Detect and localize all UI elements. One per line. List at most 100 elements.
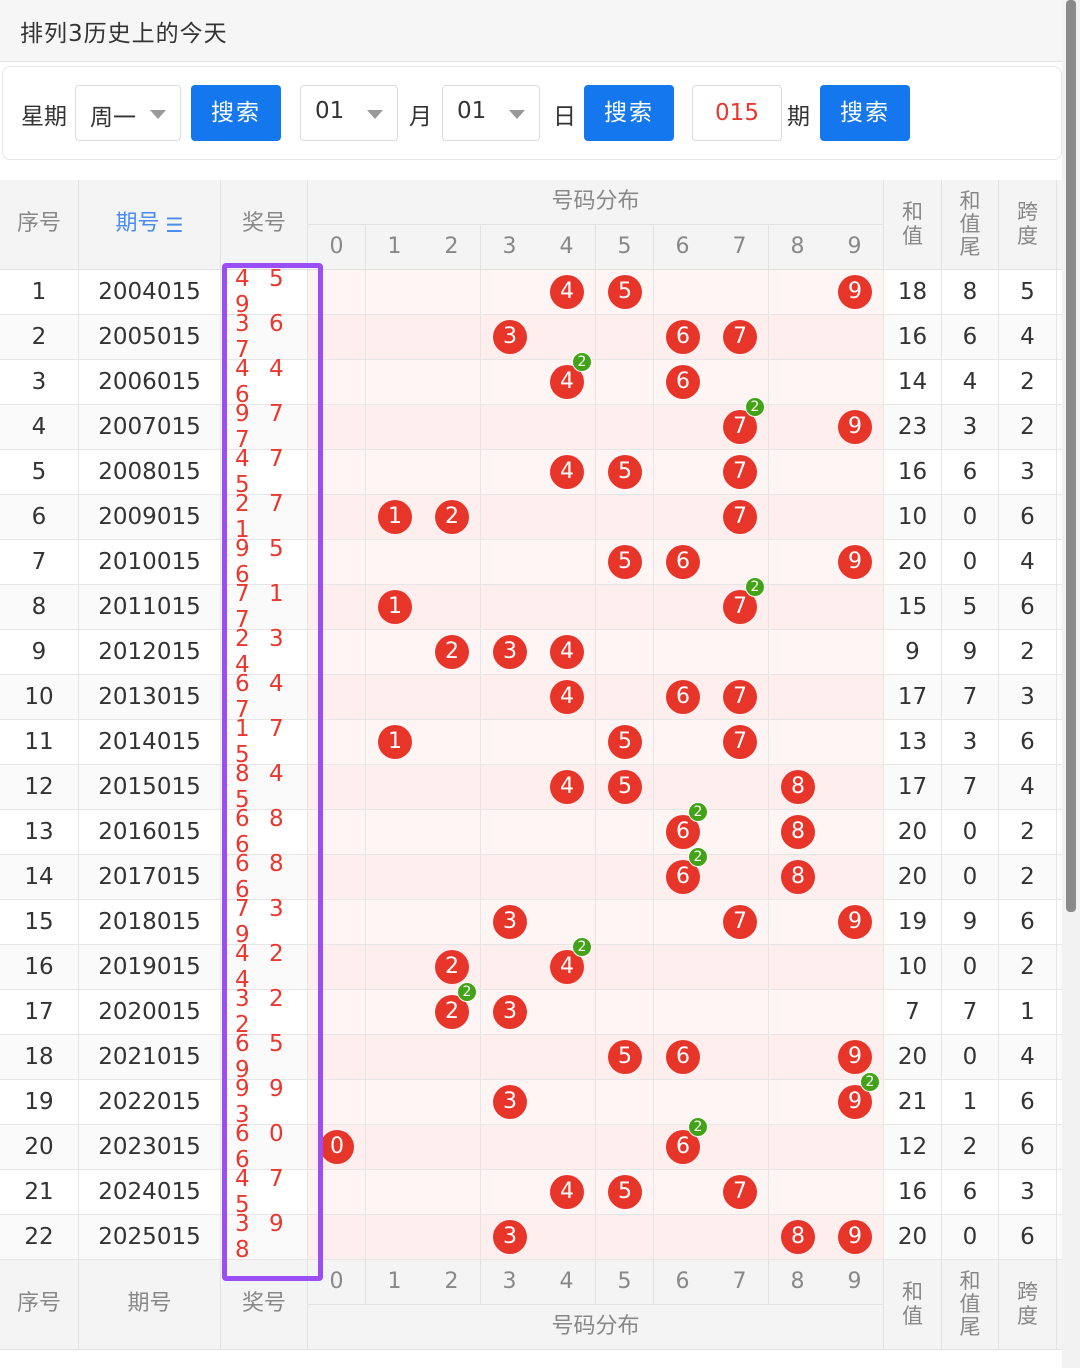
digit-cell [308, 990, 366, 1035]
row-draw-number: 9 7 7 [221, 401, 308, 453]
digit-cell [423, 1215, 481, 1260]
day-select[interactable]: 01 [442, 85, 540, 141]
digit-cell [481, 540, 539, 585]
number-ball: 8 [781, 770, 815, 804]
digit-header: 1 [366, 225, 424, 270]
number-ball: 1 [378, 725, 412, 759]
period-header[interactable]: 期号 ☰ [79, 180, 221, 270]
row-span: 6 [999, 1080, 1057, 1125]
search-period-button[interactable]: 搜索 [820, 85, 910, 141]
row-sum: 7 [884, 990, 942, 1035]
table-row: 15 2018015 7 3 9 3 7 9 19 9 6 [0, 896, 1062, 948]
digit-cell [423, 1080, 481, 1125]
digit-header: 4 [538, 225, 596, 270]
digit-cell [308, 450, 366, 495]
digit-cell [769, 630, 827, 675]
row-draw-number: 6 8 6 [221, 851, 308, 903]
sort-icon[interactable]: ☰ [165, 212, 184, 237]
number-ball: 8 [781, 815, 815, 849]
scrollbar-thumb[interactable] [1066, 0, 1076, 912]
table-row: 18 2021015 6 5 9 5 6 9 20 0 4 [0, 1031, 1062, 1083]
digit-cell [308, 360, 366, 405]
row-span: 2 [999, 360, 1057, 405]
row-span: 3 [999, 1170, 1057, 1215]
digit-cell [366, 450, 424, 495]
row-index: 19 [0, 1080, 79, 1125]
table-row: 1 2004015 4 5 9 4 5 9 18 8 5 [0, 266, 1062, 318]
row-span: 5 [999, 270, 1057, 315]
row-extra [1057, 720, 1062, 765]
digit-cell [366, 315, 424, 360]
digit-cell [481, 1170, 539, 1215]
day-value: 01 [457, 98, 487, 124]
digit-cell [769, 450, 827, 495]
digit-cell [481, 1035, 539, 1080]
digit-cell [366, 990, 424, 1035]
row-draw-number: 3 9 8 [221, 1211, 308, 1263]
month-label: 月 [409, 104, 432, 130]
digit-header: 6 [654, 225, 712, 270]
search-weekday-button[interactable]: 搜索 [191, 85, 281, 141]
row-sum-tail: 3 [942, 720, 999, 765]
chevron-down-icon [150, 110, 166, 119]
digit-header: 9 [826, 1260, 884, 1305]
row-draw-number: 7 1 7 [221, 581, 308, 633]
number-ball: 9 [838, 545, 872, 579]
digit-cell [423, 675, 481, 720]
weekday-select[interactable]: 周一 [75, 85, 181, 141]
number-ball: 3 [493, 1085, 527, 1119]
digit-cell [769, 1080, 827, 1125]
row-sum: 17 [884, 675, 942, 720]
row-span: 2 [999, 405, 1057, 450]
table-row: 7 2010015 9 5 6 5 6 9 20 0 4 [0, 536, 1062, 588]
row-sum-tail: 0 [942, 495, 999, 540]
chevron-down-icon [509, 110, 525, 119]
row-sum: 20 [884, 810, 942, 855]
month-select[interactable]: 01 [300, 85, 398, 141]
row-sum-tail: 6 [942, 450, 999, 495]
row-sum: 16 [884, 1170, 942, 1215]
digit-cell [423, 1125, 481, 1170]
row-period: 2004015 [79, 270, 221, 315]
row-sum-tail: 9 [942, 630, 999, 675]
row-sum-tail: 4 [942, 360, 999, 405]
row-index: 13 [0, 810, 79, 855]
number-ball: 7 [723, 725, 757, 759]
row-span: 6 [999, 720, 1057, 765]
row-extra [1057, 585, 1062, 630]
number-ball: 7 [723, 1175, 757, 1209]
row-index: 20 [0, 1125, 79, 1170]
row-extra [1057, 630, 1062, 675]
row-draw-number: 4 7 5 [221, 1166, 308, 1218]
row-sum: 16 [884, 450, 942, 495]
draw-header: 奖号 [221, 1260, 308, 1350]
digit-cell [366, 765, 424, 810]
search-date-button[interactable]: 搜索 [584, 85, 674, 141]
digit-cell [826, 675, 884, 720]
row-sum-tail: 1 [942, 1080, 999, 1125]
sum-tail-header: 和值尾 [942, 1260, 999, 1350]
row-span: 3 [999, 675, 1057, 720]
row-sum-tail: 6 [942, 315, 999, 360]
digit-cell [596, 1125, 654, 1170]
digit-cell [423, 585, 481, 630]
digit-cell [481, 675, 539, 720]
digit-cell [654, 990, 712, 1035]
scrollbar[interactable] [1062, 0, 1080, 1368]
row-span: 2 [999, 810, 1057, 855]
digit-header: 5 [596, 1260, 654, 1305]
digit-cell [711, 1080, 769, 1125]
number-ball: 8 [781, 860, 815, 894]
digit-cell [366, 1170, 424, 1215]
page-header: 排列3历史上的今天 [0, 0, 1062, 62]
period-label: 期 [787, 104, 810, 130]
table-row: 11 2014015 1 7 5 1 5 7 13 3 6 [0, 716, 1062, 768]
period-input[interactable]: 015 [692, 85, 782, 141]
row-sum: 20 [884, 855, 942, 900]
number-ball: 7 [723, 500, 757, 534]
digit-cell [308, 540, 366, 585]
number-ball: 6 [666, 365, 700, 399]
number-ball: 3 [493, 320, 527, 354]
row-index: 8 [0, 585, 79, 630]
row-extra [1057, 360, 1062, 405]
